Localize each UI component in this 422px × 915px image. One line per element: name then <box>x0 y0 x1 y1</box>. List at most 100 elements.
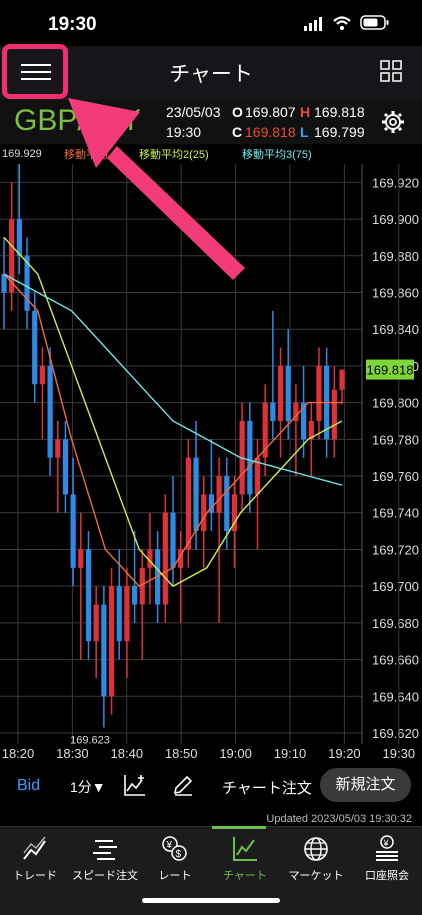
low-label: L <box>300 124 309 140</box>
candle-body <box>216 476 222 513</box>
y-tick-label: 169.900 <box>372 212 419 227</box>
candle-body <box>208 494 215 513</box>
chart-order-button[interactable]: チャート注文 <box>222 780 312 797</box>
nav-bar: チャート <box>0 46 422 100</box>
candle-body <box>331 389 337 440</box>
y-tick-label: 169.860 <box>372 285 419 300</box>
chart-high-annotation: 169.929 <box>2 148 42 160</box>
tab-speed-order[interactable]: スピード注文 <box>70 827 140 889</box>
svg-text:¥: ¥ <box>166 840 173 851</box>
candle-body <box>293 402 299 421</box>
open-value: 169.807 <box>245 104 296 120</box>
tab-account[interactable]: ¥ 口座照会 <box>352 827 422 889</box>
candle-body <box>1 274 7 293</box>
candle-body <box>101 604 107 697</box>
battery-icon <box>360 15 389 30</box>
tab-label: トレード <box>13 870 57 882</box>
candlestick-chart-svg[interactable]: 169.920 169.900 169.880 169.860 169.840 169.8… <box>0 164 422 770</box>
tab-bar: トレード スピード注文 ¥ $ レート チャート <box>0 826 422 915</box>
chart-icon <box>233 837 257 861</box>
x-tick-label: 19:20 <box>328 746 361 761</box>
candle-body <box>108 586 115 697</box>
candle-body <box>32 310 38 385</box>
hamburger-icon <box>21 64 51 66</box>
candle-body <box>147 549 153 568</box>
candle-body <box>247 420 253 495</box>
currency-pair[interactable]: GBP/JPY <box>14 104 141 137</box>
tab-label: スピード注文 <box>72 870 138 882</box>
x-tick-label: 18:40 <box>111 746 144 761</box>
high-label: H <box>300 104 311 120</box>
y-tick-label: 169.640 <box>372 689 419 704</box>
candle-body <box>162 512 168 605</box>
page-title: チャート <box>169 63 253 86</box>
current-price-box <box>366 359 414 380</box>
x-tick-label: 19:00 <box>219 746 252 761</box>
draw-pencil-icon[interactable] <box>172 774 194 796</box>
candle-body <box>155 549 161 605</box>
candle-body <box>170 512 176 568</box>
candle-body <box>339 369 345 390</box>
x-tick-label: 18:30 <box>56 746 89 761</box>
tab-market[interactable]: マーケット <box>281 827 351 889</box>
y-tick-label: 169.660 <box>372 653 419 668</box>
x-tick-label: 18:20 <box>2 746 35 761</box>
y-tick-label: 169.720 <box>372 542 419 557</box>
menu-button[interactable] <box>2 44 68 99</box>
price-chart[interactable]: 169.920 169.900 169.880 169.860 169.840 169.8… <box>0 164 422 770</box>
tab-trade[interactable]: トレード <box>0 827 70 889</box>
close-value: 169.818 <box>245 124 296 140</box>
candle-body <box>277 365 284 421</box>
home-indicator <box>142 898 280 903</box>
tab-rate[interactable]: ¥ $ レート <box>140 827 210 889</box>
y-tick-label: 169.620 <box>372 726 419 741</box>
candle-body <box>300 402 307 440</box>
candle-body <box>9 219 15 293</box>
candle-body <box>78 549 84 568</box>
legend-ma3: 移動平均3(75) <box>242 149 312 161</box>
tab-chart[interactable]: チャート <box>210 827 280 889</box>
tab-label: チャート <box>223 870 267 882</box>
x-tick-label: 18:50 <box>165 746 198 761</box>
tab-label: レート <box>158 870 192 882</box>
candle-body <box>185 457 191 550</box>
quote-time: 19:30 <box>166 124 202 140</box>
candle-body <box>24 255 30 311</box>
indicator-legend: 169.929 移動平均 移動平均2(25) 移動平均3(75) <box>0 146 422 164</box>
candle-body <box>55 439 61 458</box>
moving-average-line-1 <box>3 273 342 588</box>
interval-select[interactable]: 1分▼ <box>70 779 106 795</box>
y-tick-label: 169.680 <box>372 616 419 631</box>
status-bar: 19:30 <box>0 0 422 46</box>
globe-icon <box>304 837 328 861</box>
high-value: 169.818 <box>314 104 365 120</box>
new-order-button[interactable]: 新規注文 <box>320 768 411 802</box>
moving-average-line-2 <box>3 236 343 588</box>
updated-timestamp: Updated 2023/05/03 19:30:32 <box>266 813 412 825</box>
legend-ma2: 移動平均2(25) <box>139 149 209 161</box>
candle-body <box>316 365 322 421</box>
candle-body <box>70 494 76 568</box>
indicator-add-icon[interactable] <box>123 773 147 797</box>
candle-body <box>39 365 46 385</box>
settings-gear-icon[interactable] <box>381 110 405 134</box>
tab-label: 口座照会 <box>365 870 409 882</box>
moving-average-line-3 <box>3 273 343 486</box>
trend-icon <box>23 836 46 860</box>
candle-body <box>224 476 230 532</box>
low-value: 169.799 <box>314 124 365 140</box>
candle-body <box>85 549 92 642</box>
candle-body <box>62 439 69 495</box>
candle-body <box>262 402 268 458</box>
candle-body <box>231 494 238 532</box>
y-tick-label: 169.700 <box>372 579 419 594</box>
svg-text:$: $ <box>176 849 182 860</box>
open-label: O <box>232 104 243 120</box>
account-icon: ¥ <box>376 835 398 861</box>
candle-body <box>124 586 130 642</box>
grid-layout-icon[interactable] <box>380 60 402 82</box>
svg-text:¥: ¥ <box>383 838 390 848</box>
bid-toggle[interactable]: Bid <box>17 777 41 794</box>
candle-body <box>254 457 261 495</box>
legend-ma1: 移動平均 <box>64 149 108 161</box>
